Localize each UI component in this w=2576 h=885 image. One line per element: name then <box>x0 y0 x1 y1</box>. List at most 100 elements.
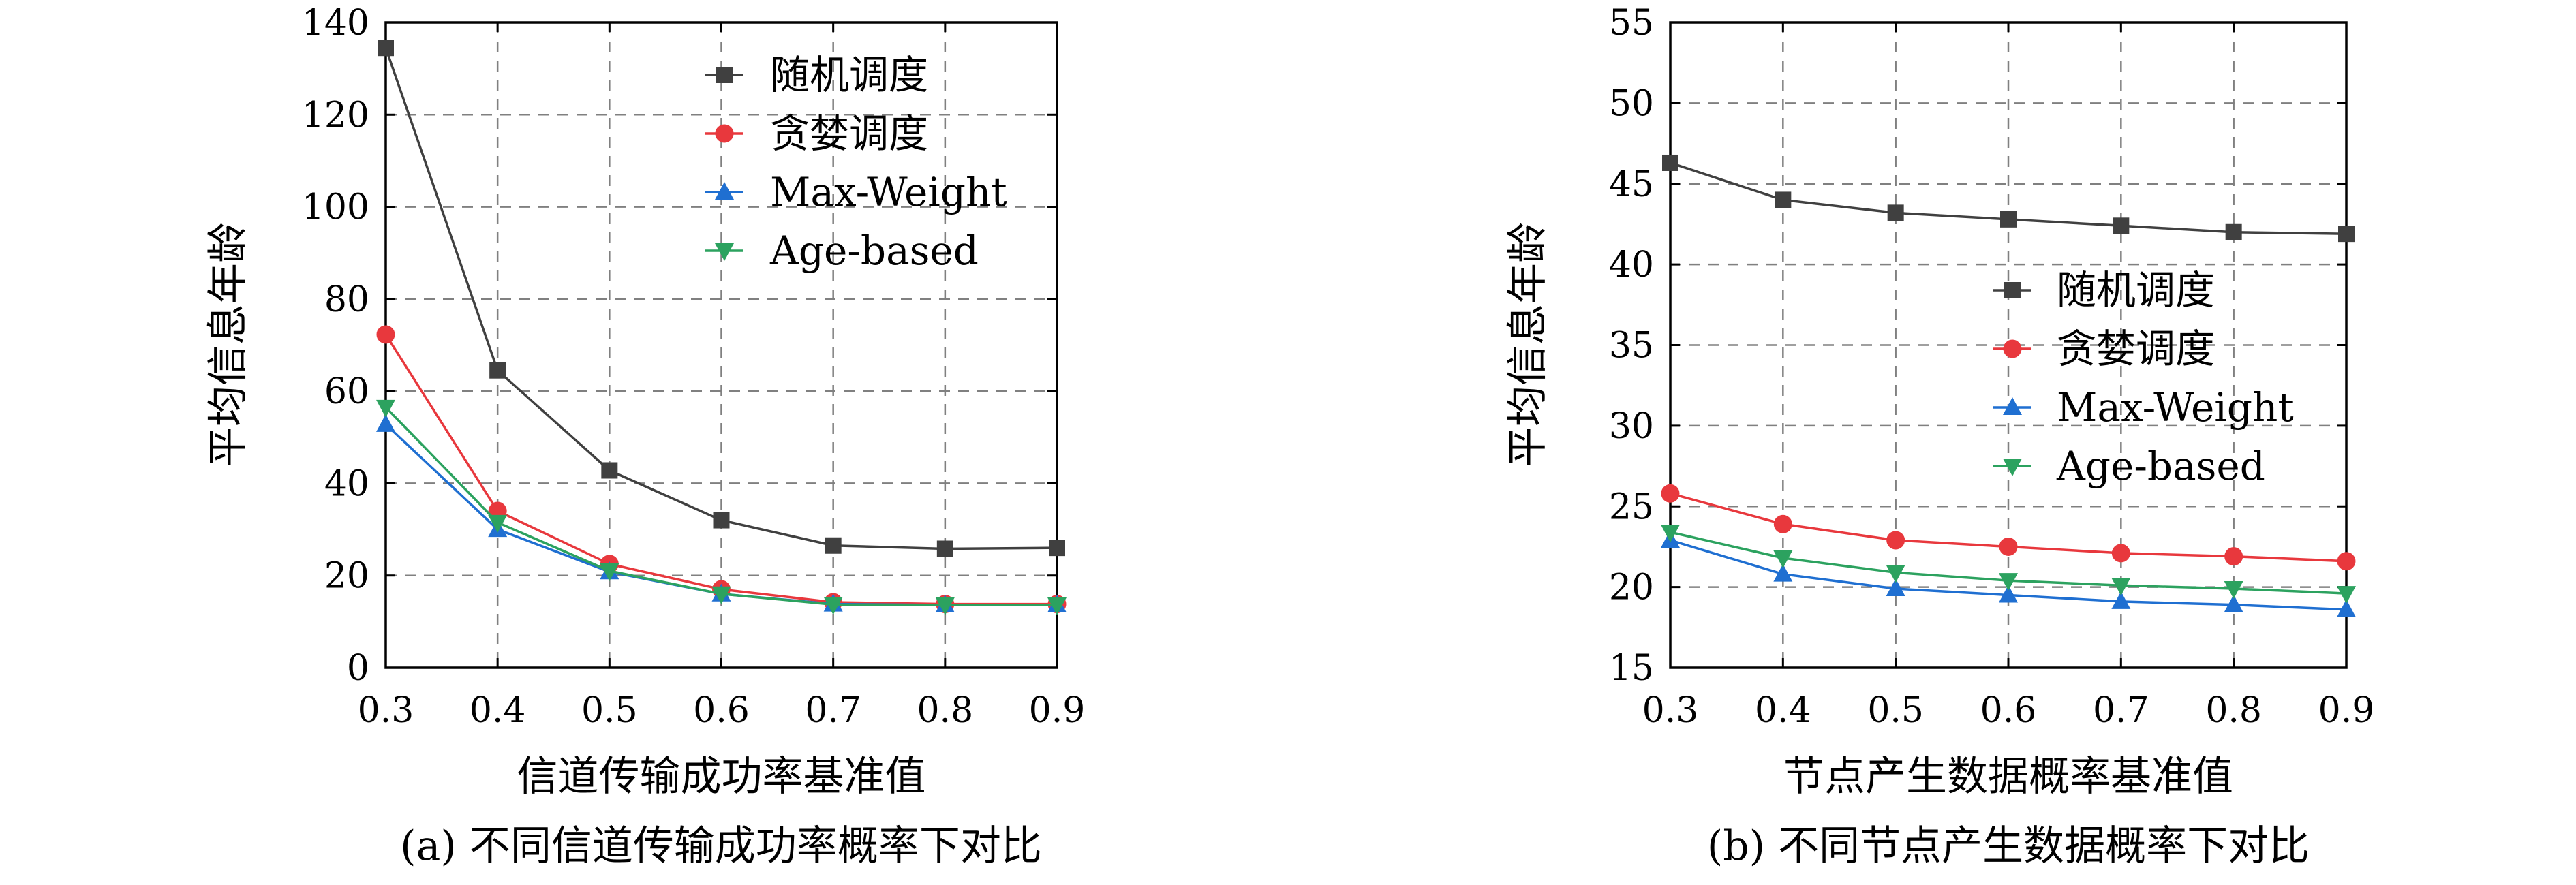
data-point <box>2224 580 2243 599</box>
chart-caption: (b) 不同节点产生数据概率下对比 <box>1707 822 2310 870</box>
x-tick-label: 0.3 <box>1642 690 1699 731</box>
data-point <box>1049 540 1065 557</box>
y-tick-label: 20 <box>324 556 369 597</box>
y-tick-label: 30 <box>1609 406 1654 447</box>
x-tick-label: 0.4 <box>1755 690 1811 731</box>
data-point <box>1775 191 1792 208</box>
data-point <box>376 399 395 418</box>
legend-marker <box>2004 282 2021 298</box>
x-axis-label: 节点产生数据概率基准值 <box>1783 753 2233 801</box>
data-point <box>1886 578 1905 596</box>
legend-label: Age-based <box>769 228 979 274</box>
data-point <box>1773 563 1793 582</box>
x-tick-label: 0.5 <box>1867 690 1924 731</box>
data-point <box>2337 586 2356 604</box>
series-3 <box>1661 529 2356 617</box>
y-tick-label: 100 <box>302 187 369 228</box>
y-axis-label: 平均信息年龄 <box>204 222 252 467</box>
data-point <box>823 597 843 615</box>
data-point <box>376 325 395 344</box>
legend-item: 随机调度 <box>1993 267 2215 313</box>
legend-marker <box>715 182 734 200</box>
y-tick-label: 20 <box>1609 568 1654 608</box>
data-point <box>376 414 395 432</box>
data-point <box>1999 573 2018 591</box>
x-tick-label: 0.8 <box>2205 690 2262 731</box>
legend-item: Age-based <box>1993 443 2265 489</box>
data-point <box>2224 547 2243 566</box>
data-point <box>825 537 842 554</box>
legend-marker <box>716 67 733 83</box>
y-tick-label: 45 <box>1609 164 1654 205</box>
data-point <box>1773 550 1793 569</box>
legend-marker <box>2003 459 2022 476</box>
data-point <box>1661 484 1680 503</box>
data-point <box>2338 226 2355 243</box>
legend-marker <box>715 124 734 143</box>
data-point <box>935 597 955 616</box>
data-point <box>2000 211 2017 228</box>
legend-item: Max-Weight <box>705 169 1007 215</box>
y-tick-label: 50 <box>1609 83 1654 124</box>
x-tick-label: 0.7 <box>805 690 861 731</box>
y-tick-label: 15 <box>1609 648 1654 689</box>
x-tick-label: 0.7 <box>2093 690 2149 731</box>
x-axis-ticks: 0.3 0.4 0.5 0.6 0.7 0.8 0.9 <box>358 22 1085 731</box>
data-point <box>2337 552 2356 571</box>
data-point <box>1047 597 1067 616</box>
legend-label: Age-based <box>2056 443 2265 489</box>
data-point <box>711 586 731 604</box>
data-point <box>600 563 619 581</box>
legend-item: 随机调度 <box>705 52 928 98</box>
legend-label: Max-Weight <box>770 169 1007 215</box>
data-point <box>1662 154 1678 171</box>
data-point <box>1886 531 1905 550</box>
x-tick-label: 0.6 <box>693 690 750 731</box>
series-1 <box>1662 154 2355 243</box>
legend-marker <box>2003 397 2022 415</box>
y-axis-ticks: 15 20 25 30 35 40 45 50 55 <box>1609 3 2346 689</box>
data-point <box>2224 594 2243 612</box>
data-point <box>2111 578 2131 596</box>
data-point <box>713 512 730 529</box>
y-tick-label: 60 <box>324 371 369 412</box>
x-tick-label: 0.5 <box>581 690 638 731</box>
data-point <box>1661 525 1680 543</box>
legend-label: 随机调度 <box>2057 267 2215 313</box>
chart-caption: (a) 不同信道传输成功率概率下对比 <box>400 822 1042 870</box>
x-tick-label: 0.6 <box>1980 690 2037 731</box>
data-point <box>488 514 508 533</box>
series-4 <box>1661 525 2356 604</box>
y-tick-label: 120 <box>302 95 369 136</box>
data-point <box>1886 565 1905 583</box>
series-1 <box>378 40 1065 557</box>
data-point <box>489 362 506 379</box>
y-tick-label: 0 <box>347 648 369 689</box>
x-tick-label: 0.9 <box>2318 690 2375 731</box>
x-axis-label: 信道传输成功率基准值 <box>517 753 926 801</box>
y-axis-ticks: 0 20 40 60 80 100 120 140 <box>302 3 1057 689</box>
y-axis-label: 平均信息年龄 <box>1504 222 1552 467</box>
data-point <box>2111 544 2130 563</box>
data-point <box>1773 514 1792 533</box>
y-tick-label: 25 <box>1609 486 1654 527</box>
series-2 <box>1661 484 2356 571</box>
y-tick-label: 40 <box>1609 245 1654 285</box>
data-point <box>2111 591 2131 609</box>
legend-marker <box>715 243 734 261</box>
data-point <box>601 462 618 479</box>
data-point <box>2113 217 2130 234</box>
legend-item: 贪婪调度 <box>705 110 928 157</box>
legend-label: Max-Weight <box>2057 384 2294 431</box>
legend-marker <box>2003 339 2022 358</box>
data-point <box>1887 204 1904 221</box>
legend-label: 贪婪调度 <box>770 110 928 157</box>
y-tick-label: 55 <box>1609 3 1654 44</box>
legend-label: 随机调度 <box>770 52 928 98</box>
legend-item: 贪婪调度 <box>1993 326 2215 372</box>
data-point <box>378 40 394 57</box>
data-point <box>2225 223 2242 240</box>
